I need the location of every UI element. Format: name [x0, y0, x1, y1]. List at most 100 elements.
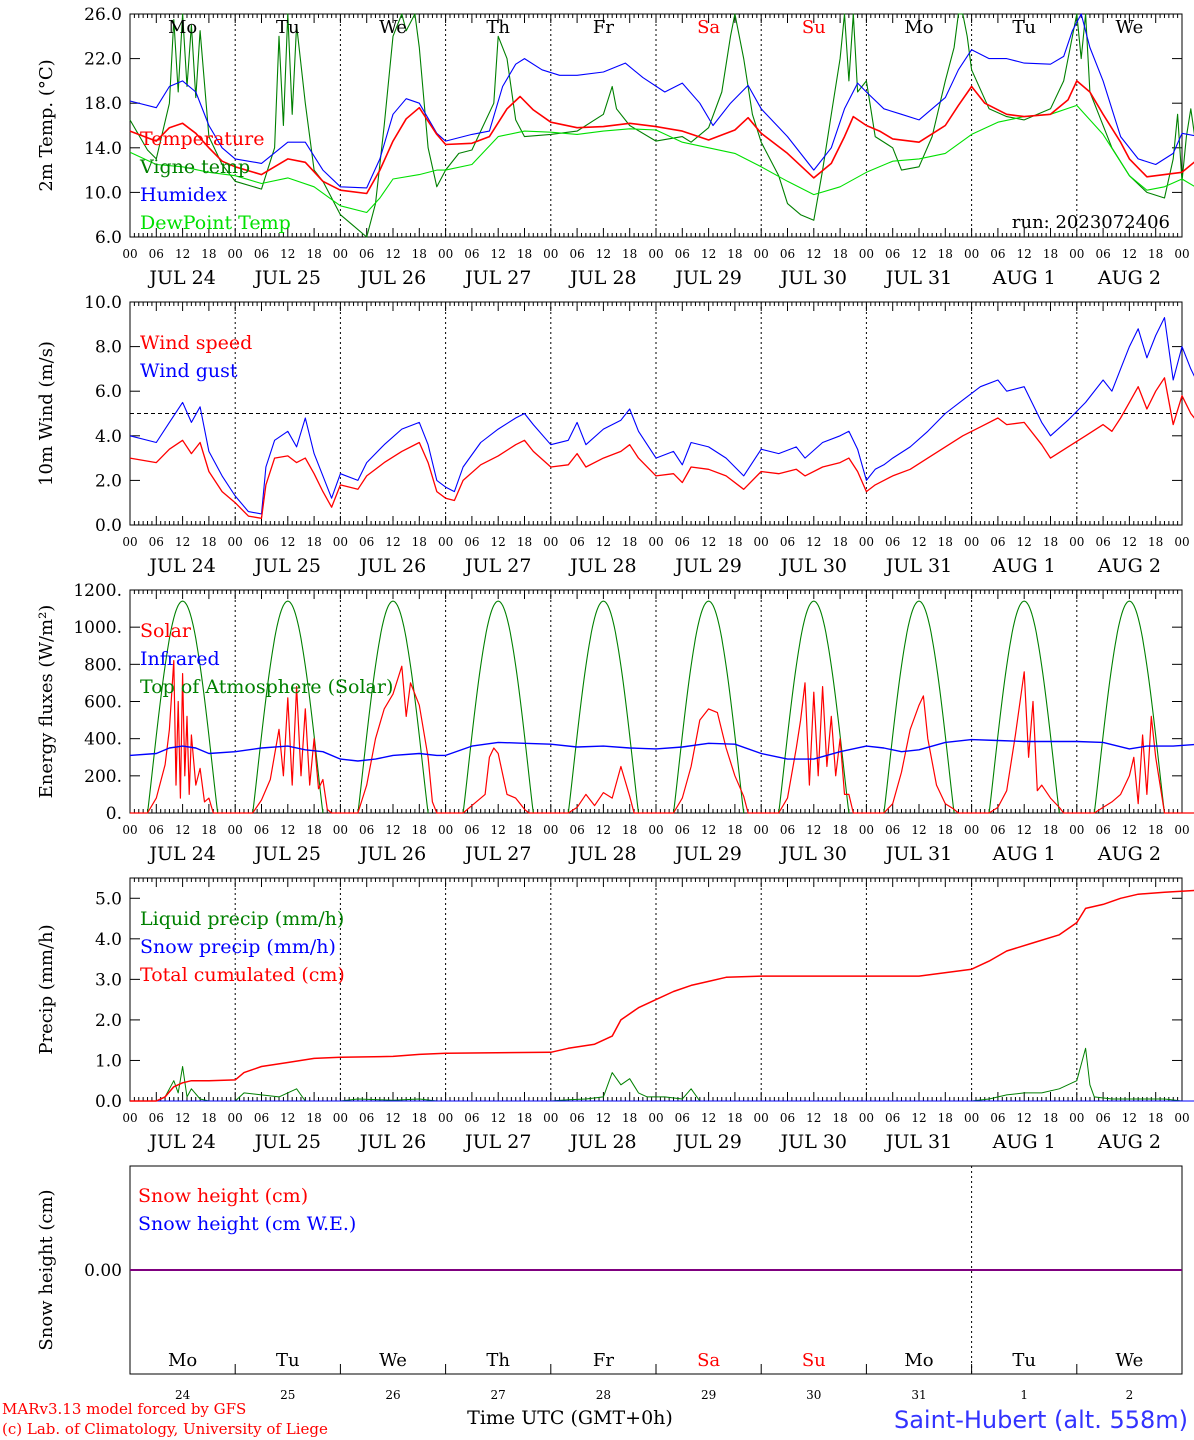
- day-number: 27: [491, 1388, 506, 1402]
- x-tick-label: 06: [990, 535, 1005, 549]
- legend-entry: DewPoint Temp: [140, 212, 291, 234]
- date-label: JUL 28: [568, 843, 636, 865]
- x-tick-label: 18: [1043, 535, 1058, 549]
- y-tick-label: 200.: [84, 767, 122, 787]
- x-tick-label: 12: [1122, 247, 1137, 261]
- x-tick-label: 00: [333, 1111, 348, 1125]
- y-tick-label: 2.0: [95, 471, 122, 491]
- x-tick-label: 06: [780, 1111, 795, 1125]
- y-tick-label: 0.0: [95, 1092, 122, 1112]
- panel-3-series: [129, 600, 1194, 814]
- series-toa-solar: [462, 600, 534, 814]
- x-tick-label: 00: [859, 247, 874, 261]
- date-label: JUL 27: [463, 1131, 531, 1153]
- x-tick-label: 00: [122, 1111, 137, 1125]
- x-tick-label: 06: [149, 823, 164, 837]
- x-tick-label: 00: [543, 823, 558, 837]
- x-tick-label: 18: [306, 247, 321, 261]
- x-tick-label: 18: [938, 535, 953, 549]
- x-tick-label: 00: [1174, 823, 1189, 837]
- x-tick-label: 06: [885, 247, 900, 261]
- x-tick-label: 18: [517, 535, 532, 549]
- x-tick-label: 18: [306, 823, 321, 837]
- x-tick-label: 12: [911, 247, 926, 261]
- x-tick-label: 06: [885, 535, 900, 549]
- x-tick-label: 12: [806, 823, 821, 837]
- legend-entry: Humidex: [140, 184, 227, 206]
- x-tick-label: 06: [149, 535, 164, 549]
- panel-3-legend: Solar Infrared Top of Atmosphere (Solar): [140, 620, 393, 698]
- date-label: JUL 31: [884, 843, 952, 865]
- y-tick-label: 4.0: [95, 427, 122, 447]
- weekday-label: We: [1116, 1350, 1144, 1371]
- date-label: JUL 28: [568, 555, 636, 577]
- panel-4-axes: 00 06 12 18 00 06 12 18 00 06 12 18 00 06 12 18 00 06 12 18…: [122, 877, 1190, 1153]
- x-tick-label: 12: [175, 1111, 190, 1125]
- x-tick-label: 06: [359, 1111, 374, 1125]
- weekday-label: Su: [802, 17, 826, 38]
- date-label: JUL 24: [147, 555, 215, 577]
- x-tick-label: 06: [359, 247, 374, 261]
- x-tick-label: 18: [306, 535, 321, 549]
- weekday-label: Tu: [276, 17, 300, 38]
- legend-entry: Total cumulated (cm): [140, 964, 345, 986]
- x-tick-label: 06: [359, 823, 374, 837]
- x-tick-label: 00: [228, 823, 243, 837]
- x-tick-label: 00: [543, 1111, 558, 1125]
- x-tick-label: 18: [201, 247, 216, 261]
- x-tick-label: 06: [990, 823, 1005, 837]
- x-tick-label: 00: [964, 823, 979, 837]
- x-tick-label: 06: [780, 535, 795, 549]
- x-tick-label: 00: [438, 1111, 453, 1125]
- series-toa-solar: [567, 600, 640, 814]
- weekday-label: Su: [802, 1350, 826, 1371]
- x-tick-label: 00: [333, 247, 348, 261]
- series-total-cumulated: [130, 889, 1194, 1102]
- date-label: JUL 28: [568, 267, 636, 289]
- x-tick-label: 18: [727, 823, 742, 837]
- x-tick-label: 00: [333, 535, 348, 549]
- x-tick-label: 06: [675, 1111, 690, 1125]
- date-label: AUG 2: [1097, 267, 1161, 289]
- date-label: JUL 25: [253, 555, 321, 577]
- x-tick-label: 12: [491, 535, 506, 549]
- x-tick-label: 06: [885, 823, 900, 837]
- x-tick-label: 06: [990, 1111, 1005, 1125]
- x-tick-label: 00: [438, 535, 453, 549]
- weekday-label: Sa: [697, 1350, 720, 1371]
- series-toa-solar: [988, 600, 1060, 814]
- panel-1-legend: Temperature Vigne temp Humidex DewPoint Tem…: [139, 128, 291, 234]
- x-tick-label: 06: [780, 247, 795, 261]
- x-tick-label: 00: [859, 823, 874, 837]
- date-label: JUL 25: [253, 267, 321, 289]
- x-tick-label: 18: [938, 247, 953, 261]
- y-tick-label: 2.0: [95, 1011, 122, 1031]
- day-number: 1: [1020, 1388, 1028, 1402]
- panel-2-series: [129, 317, 1194, 519]
- legend-entry: Wind speed: [140, 332, 252, 354]
- x-tick-label: 18: [832, 1111, 847, 1125]
- x-tick-label: 18: [622, 247, 637, 261]
- x-tick-label: 06: [464, 823, 479, 837]
- x-tick-label: 00: [859, 1111, 874, 1125]
- y-tick-label: 14.0: [84, 139, 122, 159]
- day-number: 30: [806, 1388, 821, 1402]
- x-tick-label: 12: [596, 1111, 611, 1125]
- x-tick-label: 00: [543, 535, 558, 549]
- legend-entry: Snow height (cm W.E.): [138, 1213, 356, 1235]
- x-tick-label: 18: [412, 1111, 427, 1125]
- day-number: 25: [280, 1388, 295, 1402]
- x-tick-label: 12: [385, 247, 400, 261]
- panel-2-y-axis: 0.0 2.0 4.0 6.0 8.0 10.0 10m Wind (m/s): [36, 293, 1182, 536]
- date-label: JUL 27: [463, 267, 531, 289]
- date-label: AUG 1: [992, 843, 1056, 865]
- y-tick-label: 8.0: [95, 338, 122, 358]
- series-toa-solar: [146, 600, 219, 814]
- date-label: JUL 26: [358, 267, 426, 289]
- y-tick-label: 10.0: [84, 293, 122, 313]
- x-tick-label: 18: [727, 1111, 742, 1125]
- x-tick-label: 18: [622, 535, 637, 549]
- x-tick-label: 00: [964, 247, 979, 261]
- x-tick-label: 00: [754, 247, 769, 261]
